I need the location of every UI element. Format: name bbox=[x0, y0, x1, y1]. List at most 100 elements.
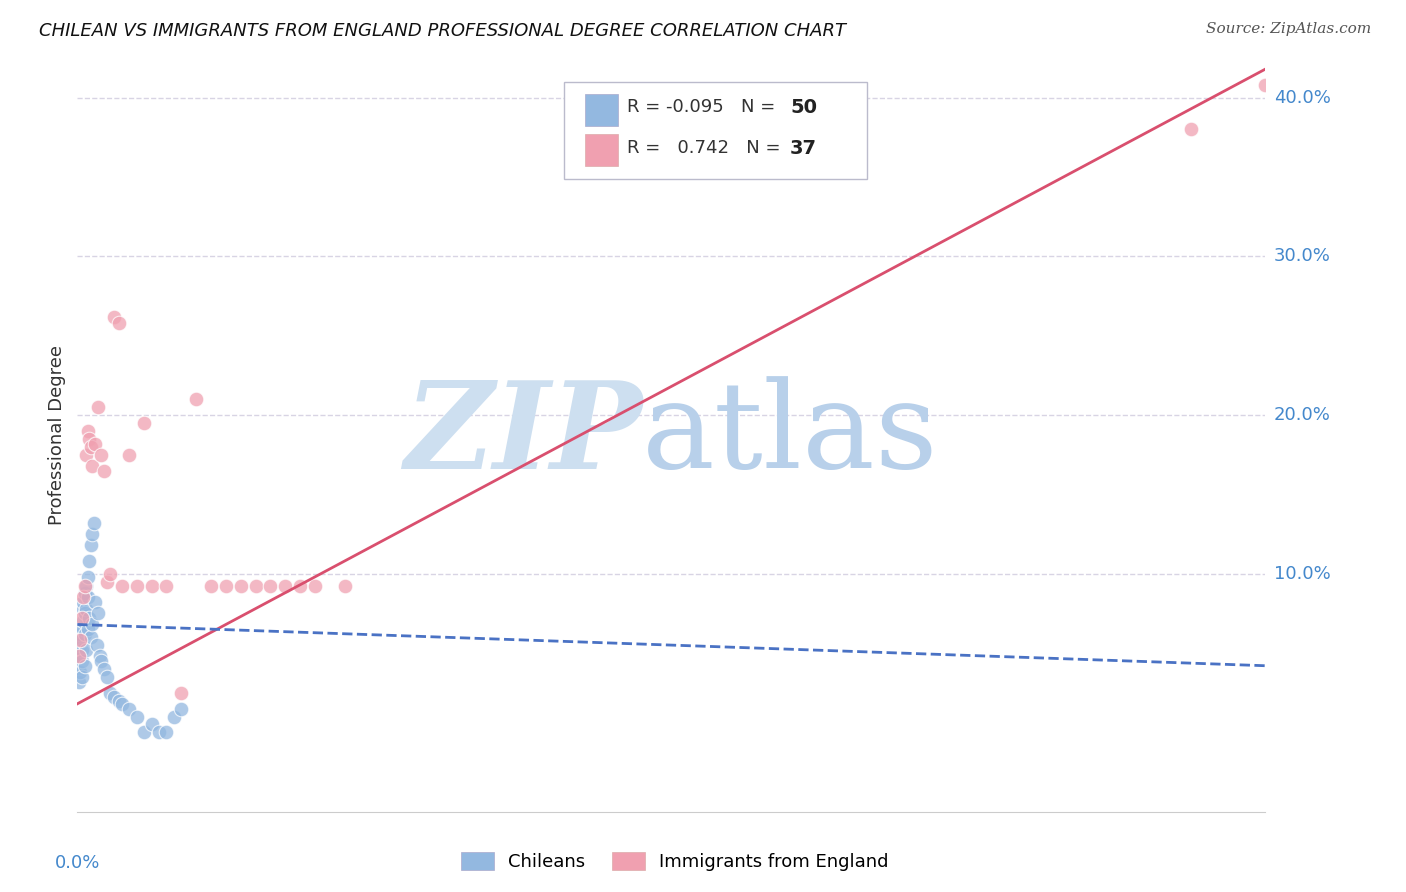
Point bbox=[69, 633, 91, 648]
Point bbox=[82, 527, 104, 541]
Point bbox=[186, 392, 208, 406]
Point bbox=[103, 690, 125, 705]
Point bbox=[87, 400, 110, 414]
Point bbox=[70, 670, 93, 684]
Point bbox=[70, 654, 93, 668]
Point bbox=[229, 579, 252, 593]
Point bbox=[76, 591, 98, 605]
Point bbox=[73, 586, 96, 600]
Point bbox=[77, 554, 100, 568]
Point bbox=[77, 611, 100, 625]
Legend: Chileans, Immigrants from England: Chileans, Immigrants from England bbox=[454, 845, 896, 879]
Point bbox=[125, 709, 148, 723]
Point bbox=[141, 579, 163, 593]
Point bbox=[84, 595, 107, 609]
Point bbox=[73, 627, 96, 641]
Point bbox=[118, 701, 141, 715]
Point bbox=[72, 595, 94, 609]
Point bbox=[76, 622, 98, 636]
Point bbox=[77, 432, 100, 446]
Text: Source: ZipAtlas.com: Source: ZipAtlas.com bbox=[1205, 22, 1371, 37]
Point bbox=[274, 579, 297, 593]
Point bbox=[170, 701, 193, 715]
Point bbox=[86, 638, 108, 652]
Point bbox=[69, 638, 91, 652]
Text: 37: 37 bbox=[790, 138, 817, 158]
Point bbox=[96, 574, 118, 589]
Point bbox=[90, 448, 112, 462]
Point bbox=[1180, 122, 1202, 136]
Point bbox=[72, 622, 94, 636]
Point bbox=[80, 440, 103, 454]
Text: 40.0%: 40.0% bbox=[1274, 88, 1330, 107]
Point bbox=[96, 670, 118, 684]
Point bbox=[83, 516, 105, 530]
Point bbox=[67, 649, 90, 664]
Point bbox=[93, 662, 115, 676]
Text: CHILEAN VS IMMIGRANTS FROM ENGLAND PROFESSIONAL DEGREE CORRELATION CHART: CHILEAN VS IMMIGRANTS FROM ENGLAND PROFE… bbox=[39, 22, 846, 40]
Point bbox=[108, 693, 131, 707]
Point bbox=[111, 697, 134, 711]
Point bbox=[67, 665, 90, 679]
Point bbox=[76, 424, 98, 438]
Point bbox=[72, 591, 94, 605]
Point bbox=[75, 601, 97, 615]
Point bbox=[87, 607, 110, 621]
Point bbox=[69, 665, 91, 679]
Point bbox=[134, 416, 156, 430]
Point bbox=[84, 436, 107, 450]
Text: 10.0%: 10.0% bbox=[1274, 565, 1330, 582]
Y-axis label: Professional Degree: Professional Degree bbox=[48, 345, 66, 524]
FancyBboxPatch shape bbox=[585, 135, 617, 166]
Point bbox=[90, 654, 112, 668]
Point bbox=[141, 717, 163, 731]
Point bbox=[72, 615, 94, 629]
Point bbox=[245, 579, 267, 593]
Point bbox=[73, 658, 96, 673]
Point bbox=[69, 627, 91, 641]
Point bbox=[70, 611, 93, 625]
Text: ZIP: ZIP bbox=[404, 376, 643, 494]
Point bbox=[70, 643, 93, 657]
Point bbox=[70, 633, 93, 648]
Point bbox=[163, 709, 186, 723]
Point bbox=[72, 601, 94, 615]
FancyBboxPatch shape bbox=[585, 95, 617, 126]
Point bbox=[1254, 78, 1277, 92]
Point bbox=[259, 579, 281, 593]
Point bbox=[134, 725, 156, 739]
Point bbox=[155, 579, 177, 593]
Point bbox=[80, 538, 103, 552]
Point bbox=[288, 579, 311, 593]
Text: 50: 50 bbox=[790, 98, 817, 117]
Point bbox=[98, 686, 121, 700]
Point bbox=[118, 448, 141, 462]
Point bbox=[304, 579, 326, 593]
Point bbox=[98, 566, 121, 581]
Point bbox=[75, 579, 97, 593]
Point bbox=[80, 630, 103, 644]
Point bbox=[75, 643, 97, 657]
Point bbox=[73, 607, 96, 621]
Point bbox=[333, 579, 356, 593]
Point bbox=[215, 579, 238, 593]
Text: 0.0%: 0.0% bbox=[55, 854, 100, 871]
FancyBboxPatch shape bbox=[564, 82, 868, 178]
Point bbox=[148, 725, 170, 739]
Point bbox=[155, 725, 177, 739]
Point bbox=[89, 649, 111, 664]
Point bbox=[73, 579, 96, 593]
Point bbox=[76, 570, 98, 584]
Text: atlas: atlas bbox=[643, 376, 938, 493]
Text: R = -0.095   N =: R = -0.095 N = bbox=[627, 98, 782, 116]
Point bbox=[67, 674, 90, 689]
Point bbox=[111, 579, 134, 593]
Point bbox=[200, 579, 222, 593]
Point bbox=[125, 579, 148, 593]
Point bbox=[93, 464, 115, 478]
Point bbox=[108, 316, 131, 330]
Point bbox=[75, 448, 97, 462]
Point bbox=[69, 649, 91, 664]
Text: 20.0%: 20.0% bbox=[1274, 406, 1330, 424]
Text: 30.0%: 30.0% bbox=[1274, 247, 1330, 265]
